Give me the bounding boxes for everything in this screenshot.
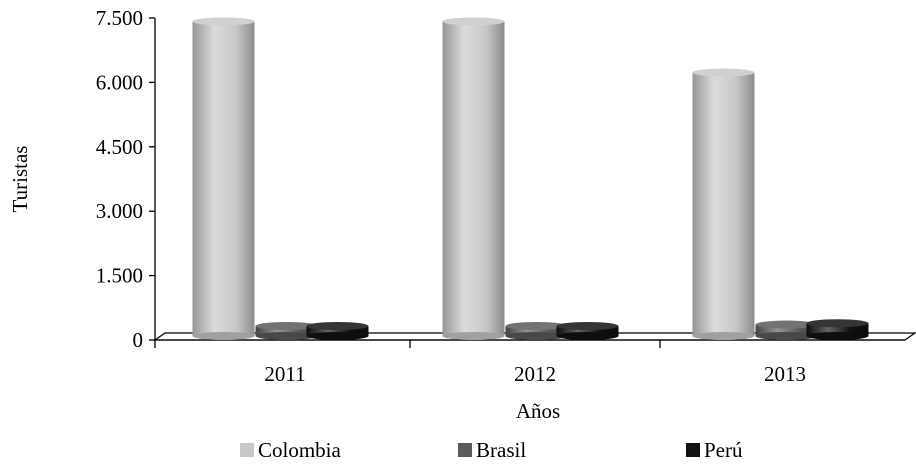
bar-brasil-2013 [755,320,818,340]
legend-swatch [458,443,472,457]
bar-top [556,322,619,330]
bar-per-2012 [556,322,619,340]
legend-item-colombia: Colombia [240,438,342,462]
x-tick-label: 2012 [514,362,556,386]
bar-body [755,324,818,336]
bar-base [306,332,369,340]
bar-per-2011 [306,322,369,340]
bar-base [192,332,255,340]
legend-label: Colombia [258,438,342,462]
bar-base [755,332,818,340]
bar-body [692,72,755,336]
bar-per-2013 [806,319,869,340]
bar-top [255,322,318,330]
legend-label: Brasil [476,438,526,462]
bar-base [505,332,568,340]
bar-body [442,21,505,337]
bar-brasil-2012 [505,322,568,340]
axis-layer: 0 1.500 3.000 4.500 6.000 7.500 2011 2012 2013 [96,6,905,386]
bar-colombia-2012 [442,17,505,340]
y-tick-label: 1.500 [96,264,143,288]
y-tick-label: 0 [133,328,144,352]
y-tick-label: 7.500 [96,6,143,30]
y-axis-title: Turistas [8,146,32,213]
bar-top [692,68,755,77]
bar-top [442,17,505,26]
legend-item-per: Perú [686,438,743,462]
bar-base [692,332,755,340]
bar-body [255,326,318,336]
legend: Colombia Brasil Perú [240,438,743,462]
bar-body [192,21,255,337]
bar-colombia-2011 [192,17,255,340]
legend-item-brasil: Brasil [458,438,526,462]
labels-layer: Turistas Años [8,146,560,423]
bar-brasil-2011 [255,322,318,340]
bar-base [255,332,318,340]
bar-top [755,320,818,329]
x-tick-label: 2013 [764,362,806,386]
x-axis-title: Años [516,399,560,423]
bar-top [806,319,869,328]
y-tick-label: 6.000 [96,70,143,94]
legend-label: Perú [704,438,743,462]
bar-colombia-2013 [692,68,755,340]
legend-swatch [686,443,700,457]
bar-body [306,326,369,336]
bar-base [806,332,869,340]
bar-top [306,322,369,330]
y-tick-label: 3.000 [96,199,143,223]
bars-layer [192,17,869,340]
bar-base [556,332,619,340]
bar-top [505,322,568,330]
bar-top [192,17,255,26]
y-tick-label: 4.500 [96,135,143,159]
bar-base [442,332,505,340]
bar-body [556,326,619,336]
legend-swatch [240,443,254,457]
x-tick-label: 2011 [264,362,305,386]
bar-body [505,326,568,336]
